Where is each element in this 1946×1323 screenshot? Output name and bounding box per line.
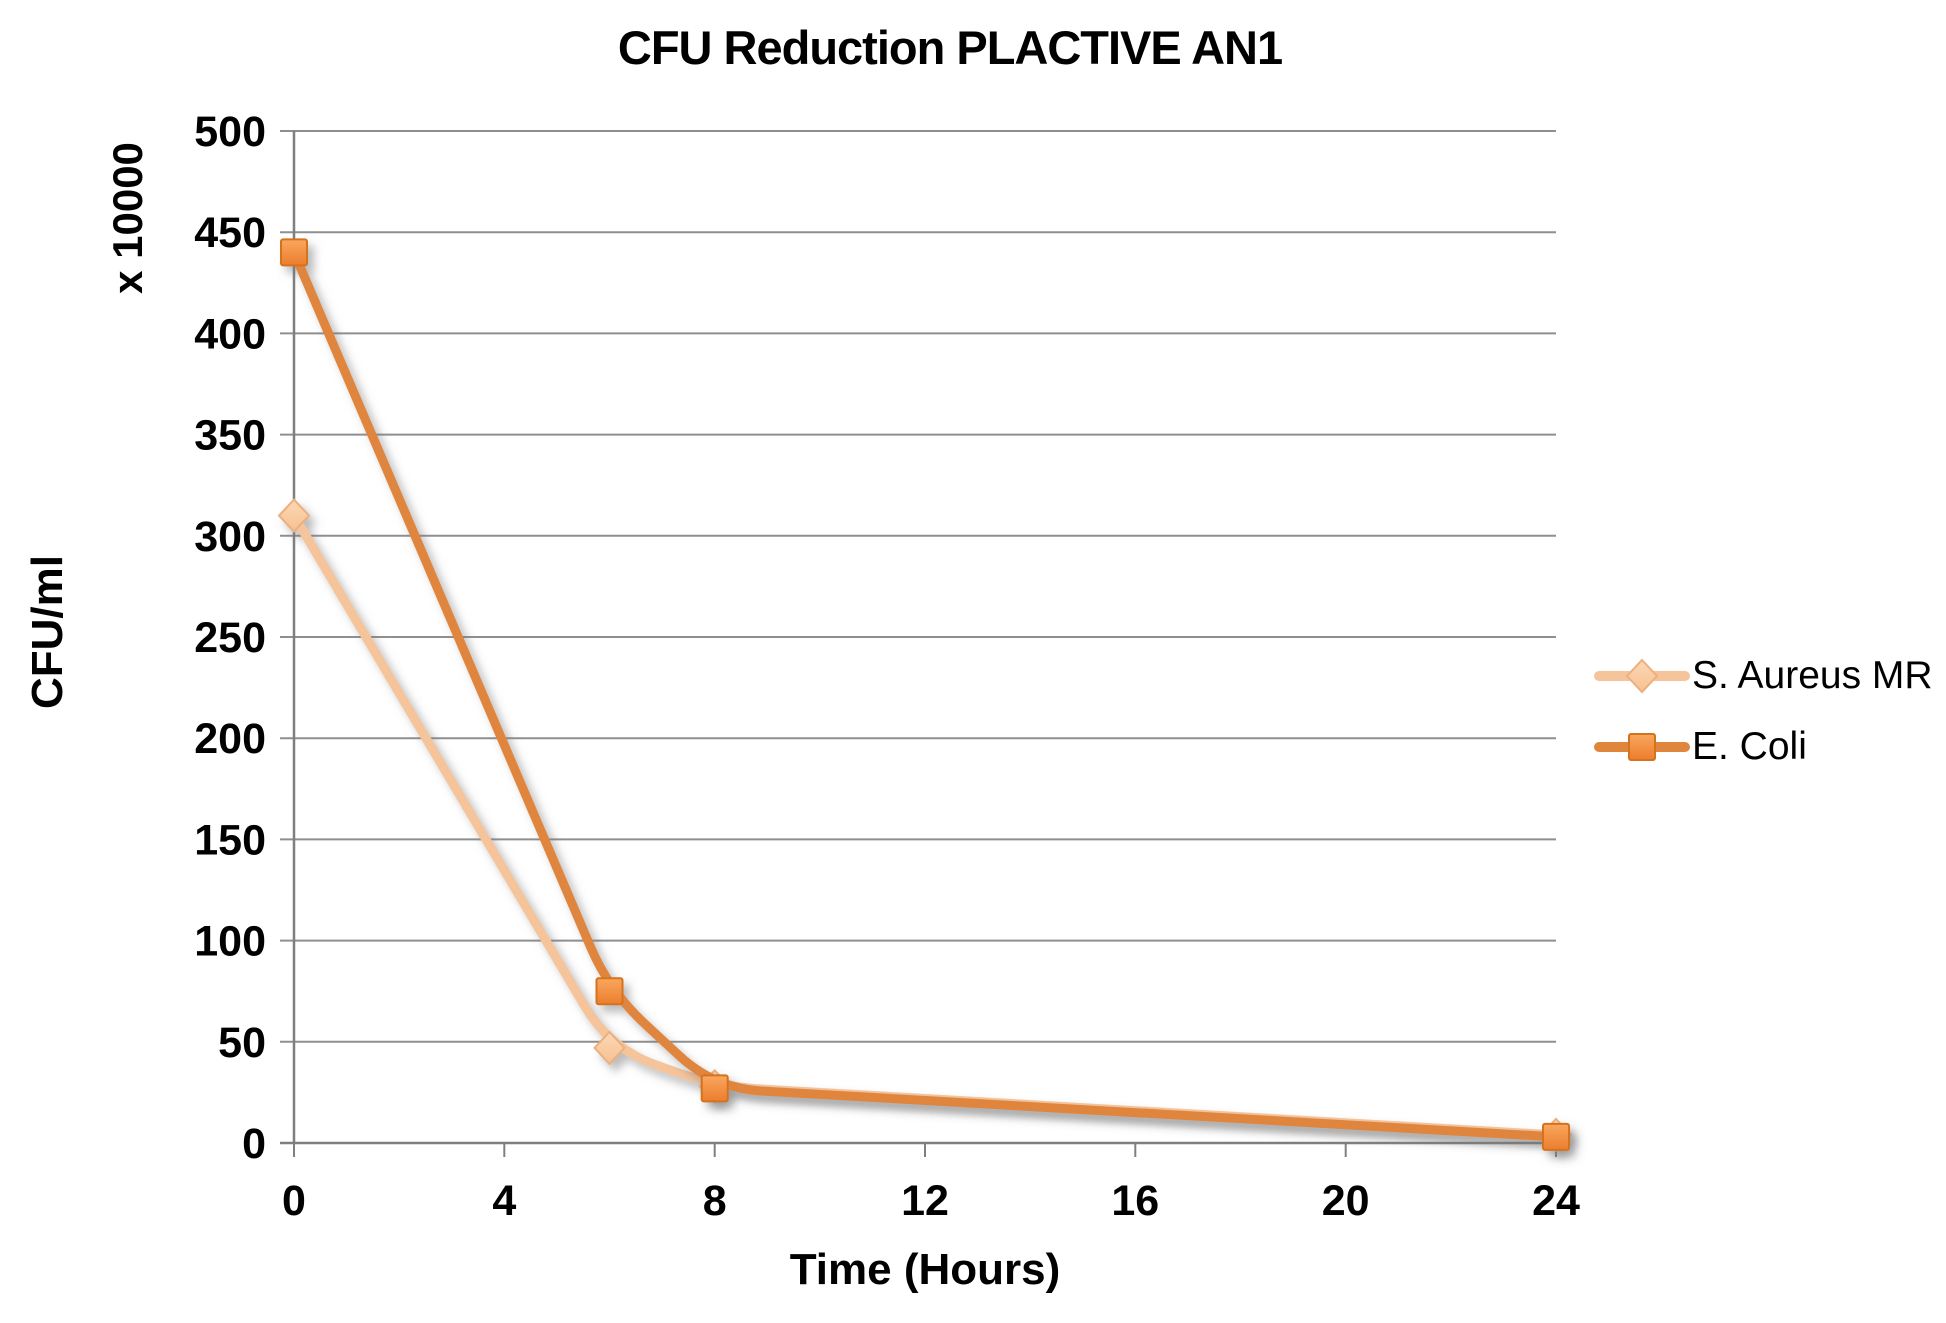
y-tick-label-250: 250	[194, 614, 266, 662]
legend-swatch-square-icon	[1594, 732, 1690, 761]
legend-item-e-coli: E. Coli	[1594, 711, 1933, 782]
x-tick-label-0: 0	[282, 1177, 306, 1225]
y-tick-label-100: 100	[194, 918, 266, 966]
series-s-aureus-mr	[277, 498, 1573, 1153]
legend-item-s-aureus-mr: S. Aureus MR	[1594, 640, 1933, 711]
y-axis-unit-label: x 10000	[104, 142, 151, 294]
marker-diamond-legend	[1625, 658, 1659, 693]
y-tick-label-150: 150	[194, 816, 266, 864]
y-tick-label-500: 500	[194, 108, 266, 156]
y-tick-label-0: 0	[242, 1120, 266, 1168]
y-tick-label-200: 200	[194, 715, 266, 763]
y-tick-label-350: 350	[194, 412, 266, 460]
y-tick-label-450: 450	[194, 209, 266, 257]
legend: S. Aureus MR E. Coli	[1594, 640, 1933, 782]
x-tick-label-20: 20	[1322, 1177, 1370, 1225]
y-tick-label-400: 400	[194, 310, 266, 358]
marker-diamond-t0	[277, 498, 311, 534]
series-line	[289, 247, 1561, 1142]
y-tick-label-50: 50	[218, 1019, 266, 1067]
x-axis-title: Time (Hours)	[790, 1245, 1061, 1294]
marker-square-t6	[595, 977, 624, 1006]
legend-swatch-diamond-icon	[1594, 658, 1690, 693]
marker-square-t24	[1542, 1122, 1570, 1151]
legend-label-e-coli: E. Coli	[1692, 724, 1807, 768]
x-tick-label-12: 12	[901, 1177, 949, 1225]
y-axis-title: CFU/ml	[23, 555, 72, 709]
x-tick-label-24: 24	[1532, 1177, 1580, 1225]
series-e-coli	[280, 238, 1570, 1151]
marker-square-t0	[280, 238, 308, 267]
legend-label-s-aureus-mr: S. Aureus MR	[1692, 653, 1933, 697]
marker-square-t8	[700, 1074, 729, 1103]
chart-title: CFU Reduction PLACTIVE AN1	[617, 21, 1283, 74]
y-tick-label-300: 300	[194, 513, 266, 561]
x-tick-label-16: 16	[1111, 1177, 1159, 1225]
x-tick-label-4: 4	[492, 1177, 516, 1225]
marker-square-legend	[1628, 732, 1656, 761]
x-tick-label-8: 8	[703, 1177, 727, 1225]
marker-diamond-t6	[593, 1030, 626, 1066]
